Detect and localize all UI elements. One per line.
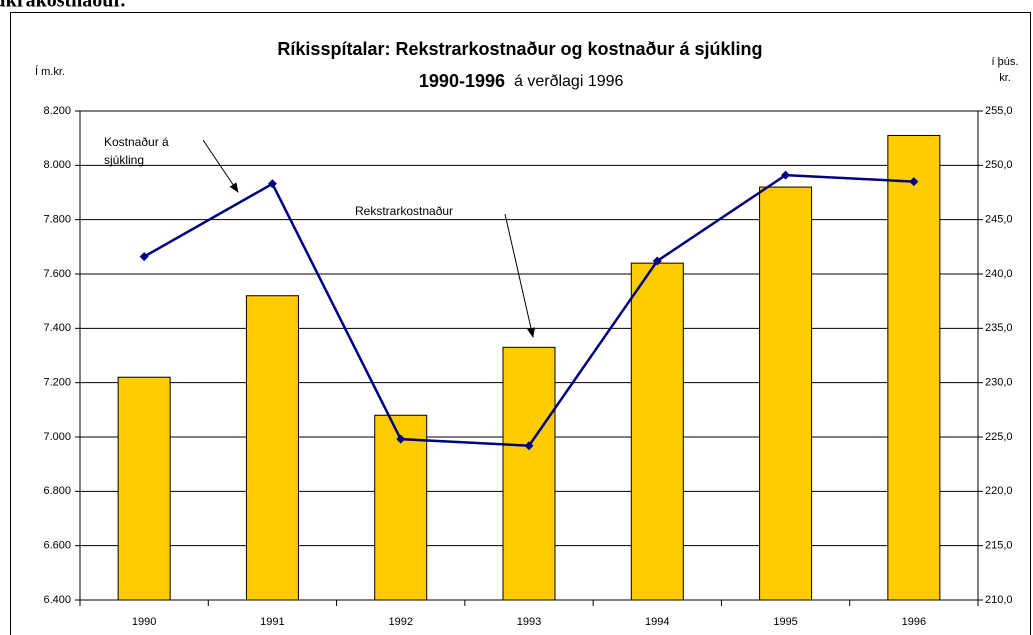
line-marker [139, 252, 149, 262]
y-tick-label: 6.400 [43, 594, 71, 606]
y-tick-label: 7.800 [43, 214, 71, 226]
chart-title-line2: 1990-1996 [419, 71, 505, 91]
y2-tick-label: 210,0 [985, 594, 1013, 606]
bar [887, 134, 941, 601]
y2-tick-label: 235,0 [985, 322, 1013, 334]
y-tick-label: 7.200 [43, 377, 71, 389]
bar [374, 414, 428, 601]
annotation: sjúkling [104, 153, 144, 167]
y2-tick-label: 255,0 [985, 105, 1013, 117]
line-marker [396, 434, 406, 444]
y2-tick-label: 230,0 [985, 377, 1013, 389]
x-tick-label: 1994 [645, 616, 669, 628]
y-tick-label: 6.600 [43, 540, 71, 552]
x-tick-label: 1996 [902, 616, 926, 628]
bar [117, 376, 171, 601]
y-tick-label: 7.000 [43, 431, 71, 443]
y2-axis-label: í þús. [992, 56, 1019, 68]
annotation-arrow [202, 139, 239, 193]
y2-tick-label: 245,0 [985, 214, 1013, 226]
y2-tick-label: 225,0 [985, 431, 1013, 443]
line-marker [909, 177, 919, 187]
line-marker [652, 256, 662, 266]
bar [759, 186, 813, 601]
annotation: Kostnaður á [104, 135, 169, 149]
y-tick-label: 7.600 [43, 268, 71, 280]
y-tick-label: 6.800 [43, 485, 71, 497]
x-tick-label: 1992 [388, 616, 412, 628]
y2-tick-label: 240,0 [985, 268, 1013, 280]
x-tick-label: 1993 [517, 616, 541, 628]
page-heading: sjúkrakostnaður. [0, 0, 125, 12]
y-axis-label: Í m.kr. [35, 65, 65, 78]
chart-subtitle: á verðlagi 1996 [514, 73, 624, 90]
y2-tick-label: 250,0 [985, 159, 1013, 171]
line-marker [267, 179, 277, 189]
bar [245, 295, 299, 601]
y2-tick-label: 215,0 [985, 540, 1013, 552]
y-tick-label: 8.200 [43, 105, 71, 117]
y-tick-label: 7.400 [43, 322, 71, 334]
annotation: Rekstrarkostnaður [355, 204, 453, 218]
annotation-arrow [504, 213, 535, 338]
x-tick-label: 1990 [132, 616, 156, 628]
y2-axis-label: kr. [999, 72, 1011, 84]
bar [502, 346, 556, 601]
y2-tick-label: 220,0 [985, 485, 1013, 497]
x-tick-label: 1995 [773, 616, 797, 628]
bar [630, 262, 684, 601]
chart-title: Ríkisspítalar: Rekstrarkostnaður og kost… [277, 39, 762, 59]
y-tick-label: 8.000 [43, 159, 71, 171]
x-tick-label: 1991 [260, 616, 284, 628]
line-marker [781, 170, 791, 180]
line-marker [524, 441, 534, 451]
